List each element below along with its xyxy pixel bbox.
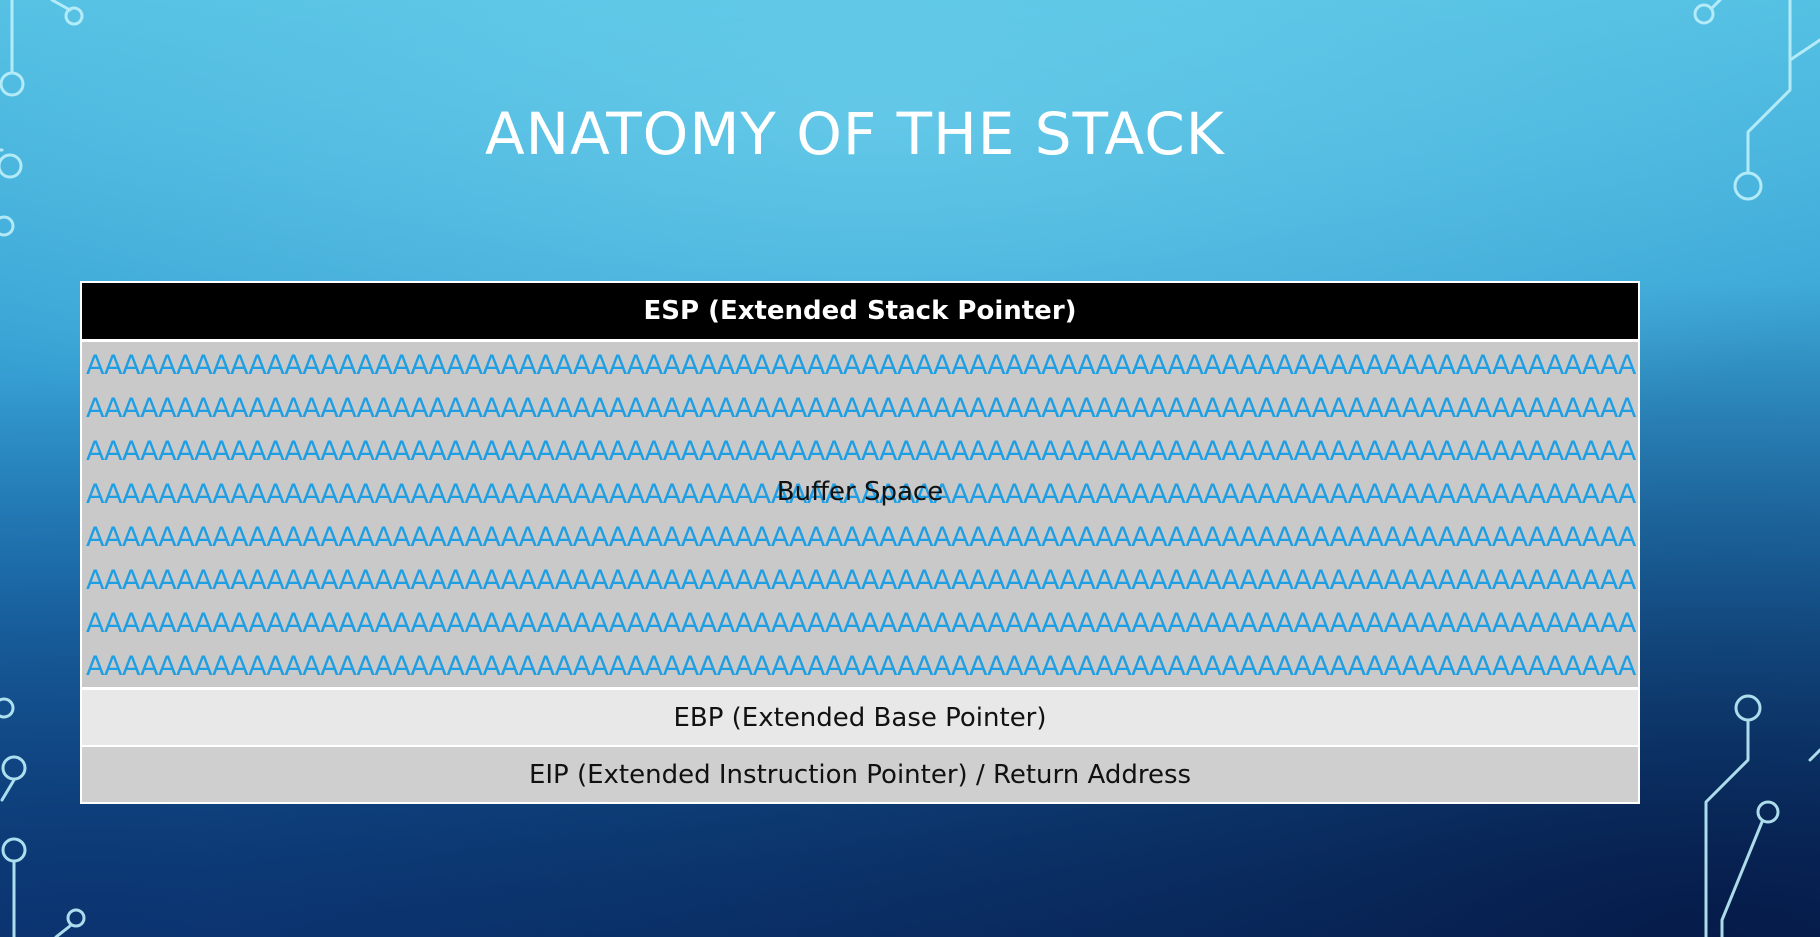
buffer-fill: AAAAAAAAAAAAAAAAAAAAAAAAAAAAAAAAAAAAAAAA… (86, 342, 1638, 687)
buffer-space-row: AAAAAAAAAAAAAAAAAAAAAAAAAAAAAAAAAAAAAAAA… (82, 342, 1638, 690)
buffer-fill-line: AAAAAAAAAAAAAAAAAAAAAAAAAAAAAAAAAAAAAAAA… (86, 608, 1636, 639)
buffer-fill-line: AAAAAAAAAAAAAAAAAAAAAAAAAAAAAAAAAAAAAAAA… (86, 393, 1636, 424)
stack-diagram: ESP (Extended Stack Pointer) AAAAAAAAAAA… (80, 281, 1640, 804)
esp-label: ESP (Extended Stack Pointer) (643, 296, 1077, 326)
buffer-fill-line: AAAAAAAAAAAAAAAAAAAAAAAAAAAAAAAAAAAAAAAA… (86, 651, 1636, 682)
eip-label: EIP (Extended Instruction Pointer) / Ret… (528, 759, 1192, 790)
buffer-space-label: Buffer Space (776, 477, 944, 507)
eip-row: EIP (Extended Instruction Pointer) / Ret… (82, 747, 1638, 802)
ebp-row: EBP (Extended Base Pointer) (82, 690, 1638, 747)
buffer-fill-line: AAAAAAAAAAAAAAAAAAAAAAAAAAAAAAAAAAAAAAAA… (86, 350, 1636, 381)
buffer-fill-line: AAAAAAAAAAAAAAAAAAAAAAAAAAAAAAAAAAAAAAAA… (86, 436, 1636, 467)
buffer-fill-line: AAAAAAAAAAAAAAAAAAAAAAAAAAAAAAAAAAAAAAAA… (86, 479, 1636, 510)
buffer-fill-line: AAAAAAAAAAAAAAAAAAAAAAAAAAAAAAAAAAAAAAAA… (86, 522, 1636, 553)
slide-title: ANATOMY OF THE STACK (485, 100, 1225, 168)
esp-row: ESP (Extended Stack Pointer) (82, 283, 1638, 342)
buffer-fill-line: AAAAAAAAAAAAAAAAAAAAAAAAAAAAAAAAAAAAAAAA… (86, 565, 1636, 596)
ebp-label: EBP (Extended Base Pointer) (673, 702, 1047, 733)
